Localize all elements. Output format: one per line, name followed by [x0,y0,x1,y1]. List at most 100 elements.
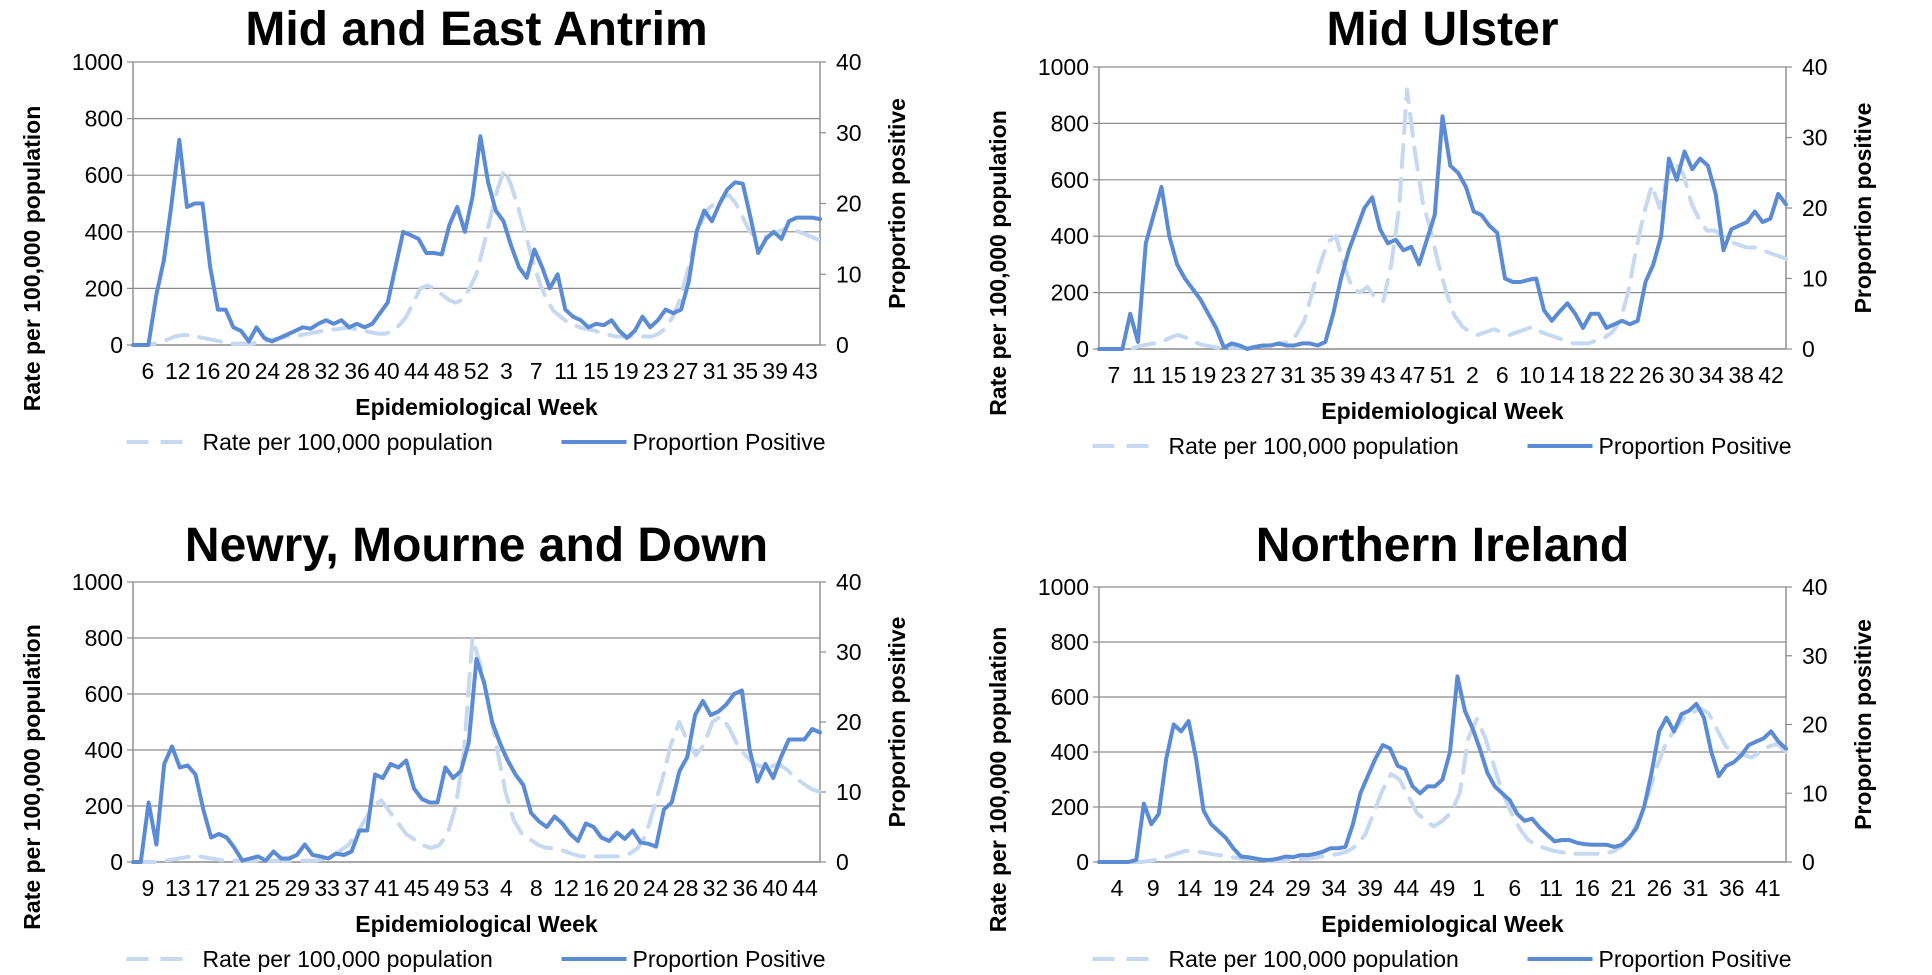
x-tick-label: 36 [1719,875,1745,901]
x-tick-label: 6 [1496,362,1509,388]
legend-rate-label: Rate per 100,000 population [203,946,493,972]
x-axis-label: Epidemiological Week [1321,911,1564,937]
legend-proportion-label: Proportion Positive [1599,433,1792,459]
x-tick-label: 31 [1280,362,1306,388]
legend-proportion-label: Proportion Positive [633,946,826,972]
y-tick-label: 0 [1076,336,1089,362]
chart-panel-4: Northern Ireland 0 200 400 600 800 1000 0 10 20 30… [985,519,1876,972]
x-tick-label: 2 [1466,362,1479,388]
proportion-series-line [131,134,822,347]
y-tick-label: 400 [1051,739,1089,765]
x-tick-label: 39 [762,358,788,384]
x-tick-label: 48 [434,358,460,384]
proportion-series-line [1097,674,1788,864]
y-tick-label: 800 [85,625,123,651]
legend-rate-label: Rate per 100,000 population [203,429,493,455]
x-tick-label: 41 [1755,875,1781,901]
x-tick-label: 11 [1539,875,1563,901]
x-tick-label: 23 [643,358,669,384]
x-tick-label: 19 [1213,875,1239,901]
y-tick-label: 0 [110,332,123,358]
x-tick-label: 11 [554,358,578,384]
chart-title: Northern Ireland [1256,519,1629,572]
y2-tick-label: 40 [836,49,862,75]
x-tick-label: 34 [1321,875,1347,901]
x-tick-label: 29 [1285,875,1311,901]
rate-series-line [131,167,822,347]
x-tick-label: 36 [344,358,370,384]
y2-tick-label: 30 [1802,125,1828,151]
x-tick-label: 16 [1574,875,1600,901]
x-tick-label: 37 [344,875,370,901]
x-tick-label: 20 [613,875,639,901]
x-tick-label: 32 [314,358,340,384]
y-tick-label: 600 [1051,684,1089,710]
x-axis-label: Epidemiological Week [1321,398,1564,424]
y2-tick-label: 20 [1802,195,1828,221]
y-tick-label: 600 [85,681,123,707]
x-tick-label: 4 [500,875,513,901]
x-tick-label: 31 [1683,875,1709,901]
y-tick-label: 1000 [72,569,123,595]
chart-title: Mid and East Antrim [245,3,707,56]
x-tick-label: 43 [1370,362,1396,388]
x-tick-label: 4 [1111,875,1124,901]
y2-tick-label: 0 [1802,849,1815,875]
x-tick-label: 7 [530,358,543,384]
rate-series-line [1097,706,1788,864]
x-tick-label: 26 [1647,875,1673,901]
y-axis-label: Rate per 100,000 population [985,627,1011,932]
x-tick-label: 22 [1609,362,1635,388]
y2-tick-label: 10 [836,779,862,805]
x-tick-label: 27 [673,358,699,384]
y-tick-label: 0 [1076,849,1089,875]
x-tick-label: 9 [1147,875,1160,901]
x-tick-label: 53 [464,875,490,901]
x-tick-label: 32 [703,875,729,901]
x-tick-label: 9 [142,875,155,901]
legend-rate-label: Rate per 100,000 population [1169,433,1459,459]
x-tick-label: 6 [142,358,155,384]
x-tick-label: 24 [1249,875,1275,901]
x-tick-label: 44 [1394,875,1420,901]
x-tick-label: 40 [374,358,400,384]
y-tick-label: 200 [1051,280,1089,306]
y-tick-label: 200 [85,793,123,819]
x-tick-label: 21 [1610,875,1636,901]
y2-tick-label: 0 [1802,336,1815,362]
y-tick-label: 1000 [1038,54,1089,80]
y2-tick-label: 40 [836,569,862,595]
y2-tick-label: 40 [1802,54,1828,80]
legend-proportion-label: Proportion Positive [633,429,826,455]
x-tick-label: 21 [225,875,251,901]
x-tick-label: 36 [733,875,759,901]
x-tick-label: 35 [733,358,759,384]
x-tick-label: 24 [643,875,669,901]
x-tick-label: 6 [1508,875,1521,901]
y2-tick-label: 20 [836,191,862,217]
x-tick-label: 23 [1221,362,1247,388]
y2-tick-label: 30 [1802,643,1828,669]
y-tick-label: 1000 [72,49,123,75]
legend-rate-label: Rate per 100,000 population [1169,946,1459,972]
x-tick-label: 34 [1699,362,1725,388]
y-tick-label: 1000 [1038,574,1089,600]
y2-axis-label: Proportion positive [884,98,910,309]
y-tick-label: 400 [85,737,123,763]
y-tick-label: 800 [1051,110,1089,136]
x-tick-label: 15 [1161,362,1187,388]
y2-tick-label: 10 [836,261,862,287]
x-tick-label: 14 [1549,362,1575,388]
x-tick-label: 18 [1579,362,1605,388]
legend-proportion-label: Proportion Positive [1599,946,1792,972]
y2-tick-label: 0 [836,332,849,358]
y-tick-label: 600 [1051,167,1089,193]
x-tick-label: 29 [284,875,310,901]
y-tick-label: 600 [85,162,123,188]
x-tick-label: 44 [404,358,430,384]
x-tick-label: 16 [583,875,609,901]
x-tick-label: 44 [792,875,818,901]
x-tick-label: 28 [284,358,310,384]
x-tick-label: 45 [404,875,430,901]
y-axis-label: Rate per 100,000 population [19,624,45,929]
